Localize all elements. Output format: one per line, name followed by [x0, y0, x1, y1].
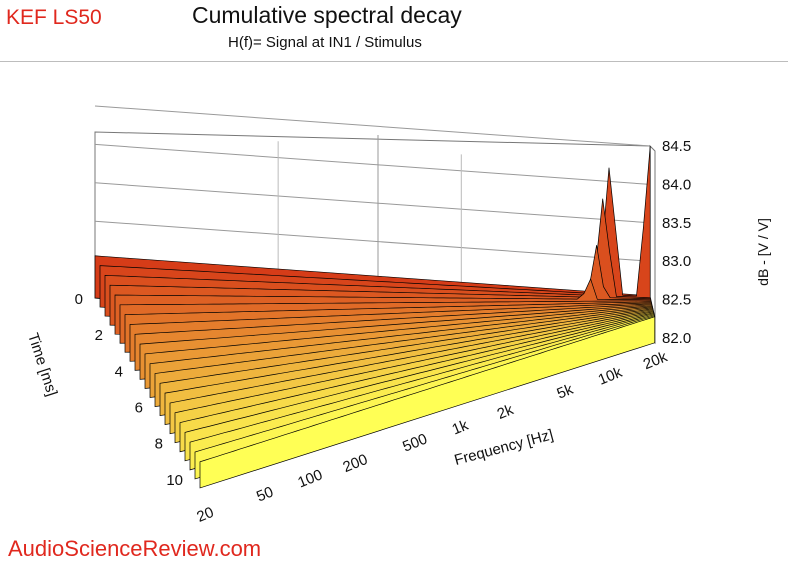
- y-tick-label: 8: [155, 436, 163, 453]
- decay-slice: [199, 316, 656, 489]
- x-tick-label: 1k: [450, 417, 472, 439]
- z-tick-label: 82.5: [662, 292, 691, 309]
- chart-axes: 82.0 82.5 83.0 83.5 84.0 84.5 0 2 4 6 8 10 20 50 100 20…: [75, 138, 692, 526]
- z-gridline: [94, 182, 651, 224]
- z-gridline: [94, 143, 651, 185]
- x-tick-label: 200: [341, 451, 371, 476]
- z-axis-label: dB - [V / V]: [755, 218, 771, 286]
- z-gridline: [94, 105, 651, 147]
- y-tick-label: 10: [166, 472, 183, 489]
- y-tick-label: 6: [135, 400, 143, 417]
- z-tick-label: 84.0: [662, 176, 691, 193]
- x-tick-label: 2k: [495, 401, 517, 423]
- x-tick-label: 100: [295, 466, 325, 491]
- z-tick-label: 83.0: [662, 253, 691, 270]
- z-tick-label: 82.0: [662, 330, 691, 347]
- watermark: AudioScienceReview.com: [8, 536, 262, 561]
- y-tick-label: 2: [95, 327, 103, 344]
- x-tick-label: 10k: [596, 364, 625, 389]
- chart-subtitle: H(f)= Signal at IN1 / Stimulus: [228, 34, 422, 51]
- y-tick-label: 4: [115, 363, 123, 380]
- y-axis-label: Time [ms]: [24, 331, 60, 398]
- y-tick-label: 0: [75, 291, 83, 308]
- brand-label: KEF LS50: [6, 6, 102, 29]
- z-tick-label: 84.5: [662, 138, 691, 155]
- x-tick-label: 50: [254, 483, 276, 505]
- x-tick-label: 5k: [554, 381, 576, 403]
- z-tick-label: 83.5: [662, 215, 691, 232]
- header-divider: [0, 61, 788, 62]
- waterfall-slices: [94, 146, 656, 489]
- x-tick-label: 20k: [641, 348, 670, 373]
- x-tick-label: 20: [194, 504, 216, 526]
- x-tick-label: 500: [400, 430, 430, 455]
- z-gridline: [94, 220, 651, 262]
- chart-title: Cumulative spectral decay: [192, 2, 462, 28]
